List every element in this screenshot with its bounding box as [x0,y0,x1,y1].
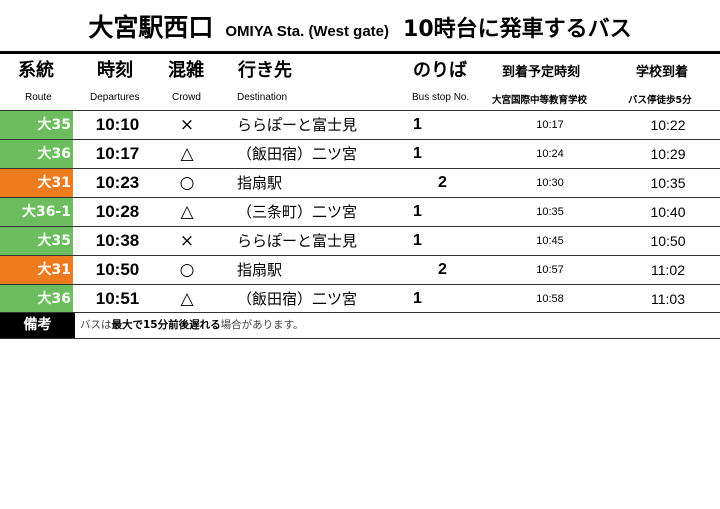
note-part-bold: 最大で15分前後遅れる [111,319,221,331]
note-part: 場合があります。 [220,319,304,331]
arrival-time: 10:58 [536,293,564,305]
subheader-arrival: 大宮国際中等教育学校 [492,95,588,106]
school-arrival-time: 10:50 [650,233,686,249]
departure-time: 10:17 [95,144,140,163]
school-arrival-time: 11:03 [651,291,685,307]
route-badge: 大36 [0,140,73,168]
header-school: 学校到着 [636,65,689,80]
bus-stop-number: 1 [413,290,422,307]
crowd-level: × [179,115,195,135]
note-label: 備考 [0,313,75,338]
crowd-level: ○ [179,173,195,193]
bus-stop-number: 2 [438,174,447,191]
header-route: 系統 [18,60,54,81]
route-badge: 大31 [0,169,73,197]
crowd-level: △ [180,144,194,164]
header-crowd: 混雑 [168,60,204,81]
note-row: 備考 バスは最大で15分前後遅れる場合があります。 [0,312,720,339]
crowd-level: × [179,231,195,251]
route-badge: 大35 [0,111,73,139]
bus-stop-number: 2 [438,261,447,278]
table-row: 大31 10:50 ○ 指扇駅 2 10:57 11:02 [0,255,720,284]
school-arrival-time: 11:02 [651,262,685,278]
table-row: 大36 10:17 △ （飯田宿）二ツ宮 1 10:24 10:29 [0,139,720,168]
bus-stop-number: 1 [413,232,422,249]
station-name-english: OMIYA Sta. (West gate) [225,23,390,40]
bus-stop-number: 1 [413,116,422,133]
departure-time: 10:50 [95,260,140,279]
table-row: 大36 10:51 △ （飯田宿）二ツ宮 1 10:58 11:03 [0,284,720,313]
subheader-school: バス停徒歩5分 [628,95,692,106]
school-arrival-time: 10:29 [650,146,686,162]
route-badge: 大36 [0,285,73,313]
destination: 指扇駅 [237,261,283,279]
departure-time: 10:23 [95,173,140,192]
departure-time: 10:51 [95,289,140,308]
destination: ららぽーと富士見 [237,232,358,250]
crowd-level: ○ [179,260,195,280]
bus-stop-number: 1 [413,145,422,162]
page-title: 大宮駅西口 OMIYA Sta. (West gate) 10時台に発車するバス [0,8,720,44]
school-arrival-time: 10:35 [650,175,686,191]
table-row: 大31 10:23 ○ 指扇駅 2 10:30 10:35 [0,168,720,197]
table-row: 大35 10:38 × ららぽーと富士見 1 10:45 10:50 [0,226,720,255]
subheader-destination: Destination [237,92,288,103]
arrival-time: 10:30 [536,177,564,189]
departure-time: 10:28 [95,202,140,221]
school-arrival-time: 10:22 [650,117,686,133]
header-stop: のりば [413,60,467,81]
arrival-time: 10:24 [536,148,564,160]
arrival-time: 10:57 [536,264,564,276]
station-name: 大宮駅西口 [88,13,214,42]
subheader-stop: Bus stop No. [412,92,470,103]
table-row: 大36-1 10:28 △ （三条町）二ツ宮 1 10:35 10:40 [0,197,720,226]
destination: （三条町）二ツ宮 [237,203,358,221]
bus-stop-number: 1 [413,203,422,220]
header-destination: 行き先 [238,60,292,81]
subtitle: 10時台に発車するバス [403,17,632,42]
school-arrival-time: 10:40 [650,204,686,220]
note-part: バスは [80,319,112,331]
arrival-time: 10:45 [536,235,564,247]
crowd-level: △ [180,289,194,309]
destination: （飯田宿）二ツ宮 [237,290,358,308]
route-badge: 大35 [0,227,73,255]
note-text: バスは最大で15分前後遅れる場合があります。 [80,313,304,338]
arrival-time: 10:17 [536,119,564,131]
table-row: 大35 10:10 × ららぽーと富士見 1 10:17 10:22 [0,110,720,139]
header-departures: 時刻 [97,60,133,81]
destination: ららぽーと富士見 [237,116,358,134]
departure-time: 10:10 [95,115,140,134]
subheader-route: Route [25,92,52,103]
destination: 指扇駅 [237,174,283,192]
departure-time: 10:38 [95,231,140,250]
header-arrival: 到着予定時刻 [502,65,581,80]
crowd-level: △ [180,202,194,222]
route-badge: 大31 [0,256,73,284]
divider [0,51,720,54]
subheader-crowd: Crowd [172,92,201,103]
arrival-time: 10:35 [536,206,564,218]
subheader-departures: Departures [90,92,140,103]
destination: （飯田宿）二ツ宮 [237,145,358,163]
route-badge: 大36-1 [0,198,73,226]
